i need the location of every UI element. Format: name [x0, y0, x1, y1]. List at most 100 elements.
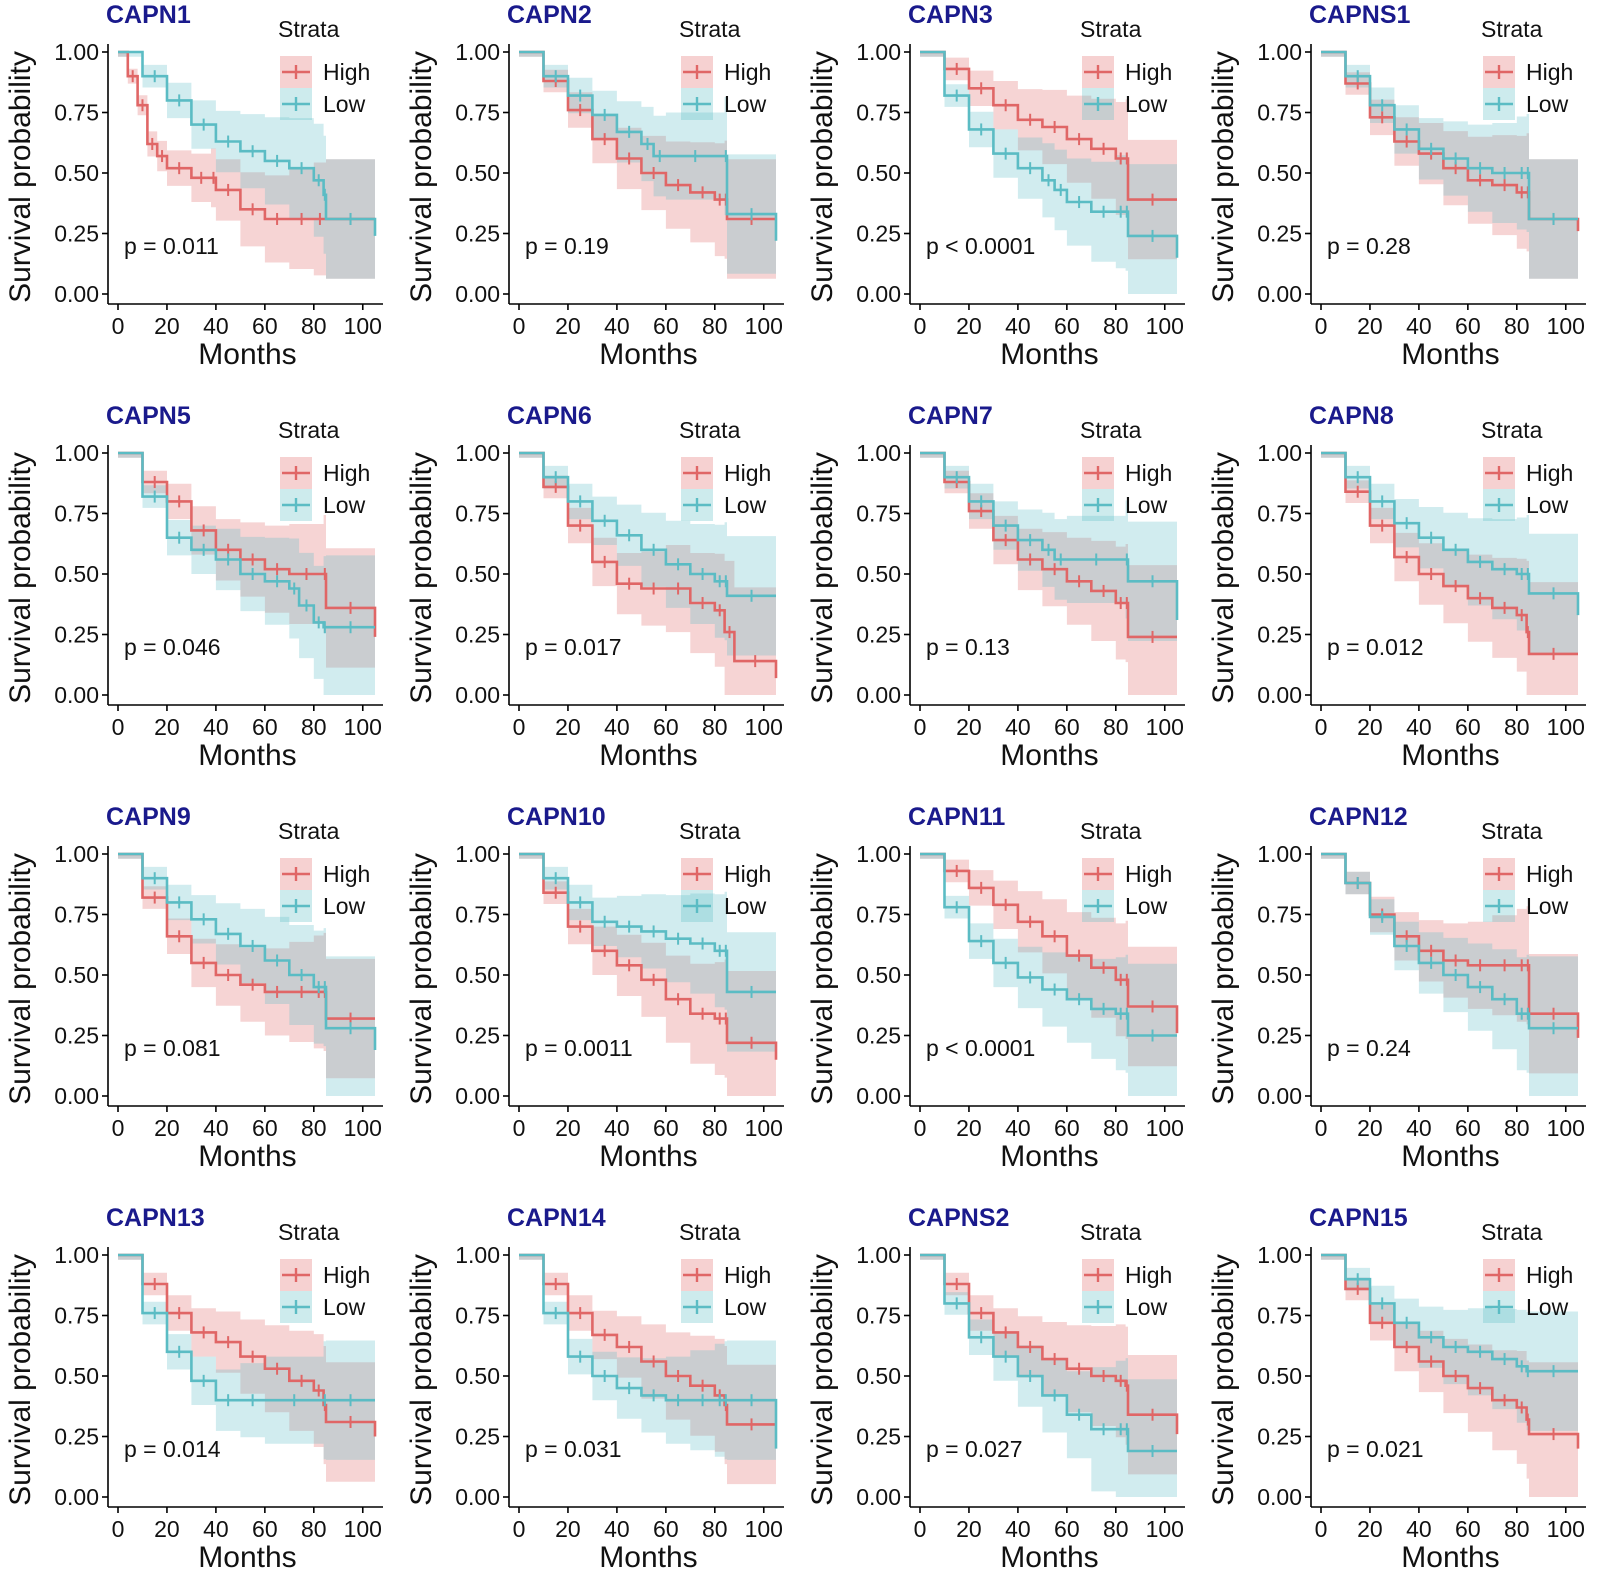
x-tick-label: 80 — [301, 1115, 327, 1141]
legend-title: Strata — [1080, 16, 1142, 42]
ci-band-low — [519, 1255, 776, 1497]
y-tick-label: 0.00 — [54, 682, 99, 708]
x-tick-label: 40 — [1406, 1516, 1432, 1542]
legend-label-low: Low — [724, 1294, 767, 1320]
legend-label-low: Low — [1125, 893, 1168, 919]
x-tick-label: 20 — [154, 1115, 180, 1141]
km-curve-high — [920, 50, 1177, 201]
km-panel-capn11: CAPN11 0.00 0.25 0.50 0.75 1.00 0 20 40 60 80 100 Mo… — [806, 803, 1185, 1173]
legend-label-high: High — [1125, 1262, 1172, 1288]
y-axis-title: Survival probability — [4, 51, 37, 303]
panel-title: CAPN13 — [106, 1204, 205, 1232]
legend-title: Strata — [278, 417, 340, 443]
x-tick-label: 80 — [1504, 313, 1530, 339]
legend-label-low: Low — [1125, 91, 1168, 117]
km-panel-capn3: CAPN3 0.00 0.25 0.50 0.75 1.00 0 20 40 60 80 100 Mon… — [806, 1, 1185, 371]
x-tick-label: 100 — [344, 1115, 382, 1141]
x-tick-label: 0 — [112, 1516, 125, 1542]
p-value: p = 0.24 — [1327, 1035, 1411, 1061]
panel-title: CAPN11 — [908, 803, 1005, 831]
y-tick-label: 0.75 — [856, 100, 901, 126]
km-curve-low — [1321, 1253, 1578, 1373]
legend-label-low: Low — [1526, 492, 1569, 518]
x-axis-title: Months — [599, 1541, 697, 1574]
legend-title: Strata — [679, 16, 741, 42]
y-tick-label: 0.50 — [856, 160, 901, 186]
x-tick-label: 80 — [702, 313, 728, 339]
x-tick-label: 100 — [745, 313, 783, 339]
legend-label-high: High — [1526, 460, 1573, 486]
legend-title: Strata — [679, 417, 741, 443]
km-panel-capns1: CAPNS1 0.00 0.25 0.50 0.75 1.00 0 20 40 60 80 100 Mo… — [1207, 1, 1586, 371]
km-panel-capn7: CAPN7 0.00 0.25 0.50 0.75 1.00 0 20 40 60 80 100 Mon… — [806, 402, 1185, 772]
x-axis-title: Months — [198, 338, 296, 371]
x-tick-label: 60 — [1054, 1516, 1080, 1542]
x-tick-label: 80 — [702, 1115, 728, 1141]
km-curve-low — [519, 1253, 778, 1449]
x-tick-label: 100 — [1146, 313, 1184, 339]
ci-band-low — [920, 1255, 1177, 1497]
ci-band-high — [920, 453, 1177, 695]
legend-label-high: High — [323, 861, 370, 887]
ci-band-low — [519, 453, 776, 669]
y-tick-label: 0.75 — [455, 100, 500, 126]
x-tick-label: 40 — [203, 714, 229, 740]
x-tick-label: 40 — [1406, 313, 1432, 339]
x-axis-title: Months — [1000, 1140, 1098, 1173]
y-tick-label: 0.50 — [54, 962, 99, 988]
x-tick-label: 80 — [1504, 1516, 1530, 1542]
x-tick-label: 100 — [745, 1516, 783, 1542]
x-tick-label: 100 — [745, 1115, 783, 1141]
km-panel-capn1: CAPN1 0.00 0.25 0.50 0.75 1.00 0 20 40 60 80 100 Mon… — [4, 1, 383, 371]
y-tick-label: 0.50 — [856, 561, 901, 587]
panel-title: CAPNS1 — [1309, 1, 1411, 29]
y-tick-label: 0.75 — [54, 902, 99, 928]
x-tick-label: 0 — [914, 1115, 927, 1141]
legend-label-high: High — [724, 861, 771, 887]
y-axis-title: Survival probability — [1207, 452, 1240, 704]
ci-band-low — [519, 854, 776, 1065]
legend-label-high: High — [1526, 861, 1573, 887]
panel-title: CAPN6 — [507, 402, 592, 430]
x-tick-label: 20 — [555, 313, 581, 339]
y-tick-label: 0.25 — [54, 1424, 99, 1450]
legend-title: Strata — [278, 1219, 340, 1245]
y-tick-label: 1.00 — [54, 440, 99, 466]
y-tick-label: 0.75 — [1257, 1303, 1302, 1329]
y-axis-title: Survival probability — [405, 51, 438, 303]
legend-label-low: Low — [323, 893, 366, 919]
y-tick-label: 1.00 — [455, 841, 500, 867]
p-value: p < 0.0001 — [926, 233, 1035, 259]
x-tick-label: 40 — [604, 714, 630, 740]
y-tick-label: 0.50 — [54, 1363, 99, 1389]
legend-title: Strata — [1481, 1219, 1543, 1245]
y-tick-label: 1.00 — [455, 1242, 500, 1268]
x-tick-label: 40 — [604, 313, 630, 339]
x-tick-label: 60 — [1054, 1115, 1080, 1141]
ci-band-high — [519, 1255, 776, 1497]
y-tick-label: 0.50 — [1257, 561, 1302, 587]
legend-label-high: High — [1526, 1262, 1573, 1288]
legend-label-low: Low — [1125, 492, 1168, 518]
legend-label-low: Low — [323, 91, 366, 117]
legend-label-high: High — [1125, 460, 1172, 486]
y-axis-title: Survival probability — [405, 452, 438, 704]
x-tick-label: 100 — [344, 1516, 382, 1542]
p-value: p = 0.027 — [926, 1436, 1023, 1462]
y-tick-label: 1.00 — [455, 39, 500, 65]
y-tick-label: 0.75 — [1257, 501, 1302, 527]
y-tick-label: 0.00 — [54, 281, 99, 307]
ci-band-high — [118, 52, 375, 292]
x-tick-label: 60 — [252, 1115, 278, 1141]
y-tick-label: 0.25 — [54, 622, 99, 648]
x-tick-label: 40 — [1005, 1115, 1031, 1141]
x-tick-label: 20 — [555, 1115, 581, 1141]
ci-band-high — [920, 52, 1177, 273]
y-tick-label: 0.25 — [856, 622, 901, 648]
y-tick-label: 0.00 — [1257, 682, 1302, 708]
y-tick-label: 1.00 — [455, 440, 500, 466]
y-tick-label: 0.50 — [856, 1363, 901, 1389]
ci-band-high — [1321, 52, 1578, 294]
x-axis-title: Months — [1000, 739, 1098, 772]
km-curve-low — [920, 852, 1177, 1037]
